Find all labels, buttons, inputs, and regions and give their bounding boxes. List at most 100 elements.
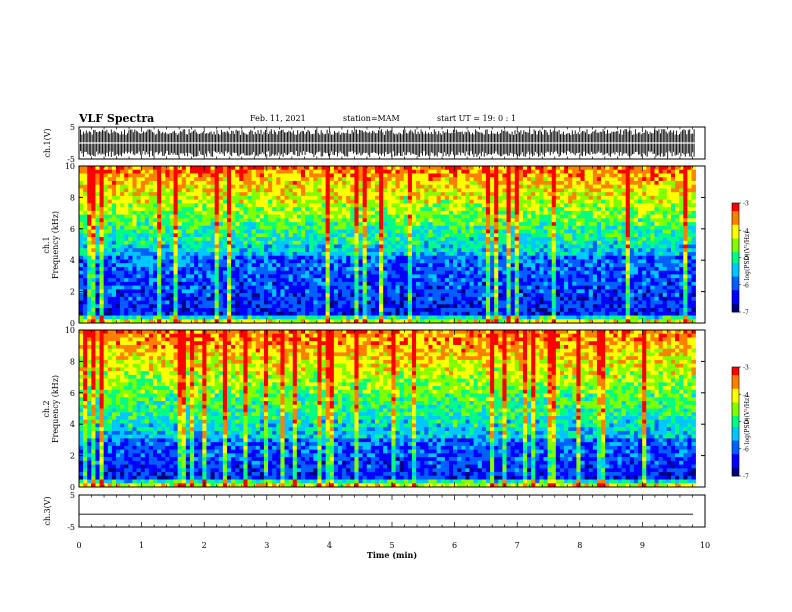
spectrogram-cell [543,214,548,219]
spectrogram-cell [329,248,335,253]
spectrogram-cell [268,259,273,264]
spectrogram-cell [329,281,335,286]
spectrogram-cell [91,192,96,197]
spectrogram-cell [173,296,178,301]
spectrogram-cell [120,169,125,174]
spectrogram-cell [206,274,211,279]
spectrogram-cell [136,195,141,200]
spectrogram-cell [218,237,224,242]
spectrogram-cell [481,278,487,283]
spectrogram-cell [120,266,125,271]
spectrogram-cell [144,285,150,290]
spectrogram-cell [148,199,154,204]
spectrogram-cell [453,311,458,316]
spectrogram-cell [152,248,158,253]
spectrogram-cell [173,199,178,204]
spectrogram-cell [444,195,450,200]
spectrogram-cell [79,248,84,253]
spectrogram-cell [116,311,121,316]
spectrogram-cell [498,263,503,268]
spectrogram-cell [366,315,372,320]
spectrogram-cell [144,237,150,242]
spectrogram-cell [354,177,359,182]
spectrogram-cell [239,311,244,316]
spectrogram-cell [342,251,347,257]
spectrogram-cell [411,248,417,253]
spectrogram-cell [564,166,569,171]
spectrogram-cell [136,263,141,268]
spectrogram-cell [305,229,310,234]
spectrogram-cell [268,207,273,212]
spectrogram-cell [522,296,528,301]
spectrogram-cell [132,296,137,301]
spectrogram-cell [116,251,121,257]
spectrogram-cell [144,255,150,260]
spectrogram-cell [399,229,405,234]
spectrogram-cell [485,184,491,189]
spectrogram-cell [411,210,417,215]
spectrogram-cell [559,210,565,215]
spectrogram-cell [531,240,536,245]
spectrogram-cell [79,237,84,242]
spectrogram-cell [436,207,442,212]
spectrogram-cell [288,237,294,242]
spectrogram-cell [535,251,540,257]
spectrogram-cell [263,296,269,301]
spectrogram-cell [420,177,425,182]
spectrogram-cell [555,315,561,320]
spectrogram-cell [420,203,425,208]
spectrogram-cell [337,166,343,171]
spectrogram-cell [280,222,285,227]
spectrogram-cell [420,237,425,242]
spectrogram-cell [284,237,289,242]
spectrogram-cell [535,274,540,279]
spectrogram-cell [337,319,343,324]
spectrogram-cell [165,319,170,324]
spectrogram-cell [539,278,544,283]
spectrogram-cell [362,180,368,185]
spectrogram-cell [181,315,187,320]
spectrogram-cell [272,207,277,212]
spectrogram-cell [288,169,294,174]
spectrogram-cell [420,184,425,189]
spectrogram-cell [280,255,285,260]
spectrogram-cell [181,192,187,197]
spectrogram-cell [144,304,150,309]
spectrogram-cell [99,166,104,171]
spectrogram-cell [453,207,458,212]
spectrogram-cell [239,195,244,200]
spectrogram-cell [288,222,294,227]
spectrogram-cell [276,222,281,227]
spectrogram-cell [391,169,396,174]
spectrogram-cell [185,266,191,271]
spectrogram-cell [346,311,351,316]
spectrogram-cell [148,270,154,275]
spectrogram-cell [177,289,183,294]
spectrogram-cell [243,222,248,227]
spectrogram-cell [247,222,252,227]
spectrogram-cell [157,285,162,290]
spectrogram-cell [226,199,232,204]
spectrogram-cell [280,233,285,238]
spectrogram-cell [206,248,211,253]
spectrogram-cell [424,166,429,171]
spectrogram-cell [436,304,442,309]
spectrogram-cell [535,199,540,204]
spectrogram-cell [161,248,166,253]
spectrogram-cell [120,244,125,249]
spectrogram-cell [177,192,183,197]
spectrogram-cell [514,289,520,294]
spectrogram-cell [522,188,528,193]
spectrogram-cell [185,173,191,178]
spectrogram-cell [551,311,557,316]
spectrogram-cell [251,278,257,283]
spectrogram-cell [255,192,261,197]
spectrogram-cell [387,188,392,193]
spectrogram-cell [465,289,470,294]
spectrogram-cell [181,195,187,200]
spectrogram-cell [296,289,302,294]
spectrogram-cell [403,195,409,200]
spectrogram-cell [99,263,104,268]
spectrogram-cell [329,173,335,178]
spectrogram-cell [342,199,347,204]
